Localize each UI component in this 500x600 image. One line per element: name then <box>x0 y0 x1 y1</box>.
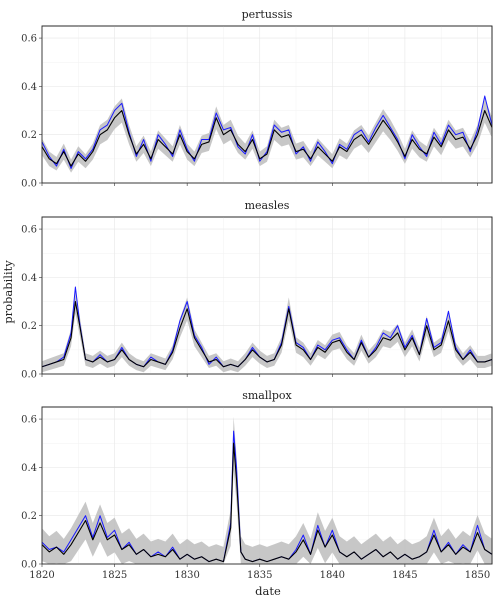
panel-pertussis: pertussis 0.0 0.2 0.4 0.6 <box>21 8 493 190</box>
panels-layer: pertussis 0.0 0.2 0.4 0.6 measles 0.0 0.2 0.4 0.6… <box>21 8 493 581</box>
y-axis-title: probability <box>1 260 15 324</box>
y-tick-label: 0.6 <box>21 34 37 45</box>
confidence-band <box>42 289 492 373</box>
x-tick-label: 1845 <box>392 570 417 581</box>
x-tick-label: 1830 <box>174 570 199 581</box>
y-tick-label: 0.2 <box>21 321 37 332</box>
panel-strip-label: measles <box>245 199 290 212</box>
y-tick-label: 0.0 <box>21 179 37 190</box>
y-tick-label: 0.2 <box>21 130 37 141</box>
x-tick-label: 1835 <box>247 570 272 581</box>
y-tick-label: 0.4 <box>21 82 37 93</box>
panel-measles: measles 0.0 0.2 0.4 0.6 <box>21 199 493 381</box>
x-tick-label: 1850 <box>465 570 490 581</box>
confidence-band <box>42 416 492 564</box>
y-tick-label: 0.0 <box>21 560 37 571</box>
observed-line <box>41 95 493 170</box>
fitted-line <box>41 442 493 563</box>
y-tick-label: 0.2 <box>21 511 37 522</box>
panel-frame <box>41 216 493 375</box>
y-tick-label: 0.6 <box>21 225 37 236</box>
x-tick-label: 1840 <box>320 570 345 581</box>
panel-strip-label: pertussis <box>242 8 293 21</box>
confidence-band <box>42 98 492 173</box>
y-tick-label: 0.6 <box>21 415 37 426</box>
panel-smallpox: smallpox 0.0 0.2 0.4 0.6 1820 1825 1830 1835 1840… <box>21 389 493 581</box>
panel-border <box>41 216 493 375</box>
y-tick-label: 0.4 <box>21 463 37 474</box>
x-tick-label: 1825 <box>102 570 127 581</box>
x-axis-title: date <box>255 584 281 598</box>
panel-border <box>41 406 493 565</box>
y-tick-label: 0.4 <box>21 273 37 284</box>
fitted-line <box>41 109 493 167</box>
y-tick-label: 0.0 <box>21 370 37 381</box>
panel-strip-label: smallpox <box>242 389 292 402</box>
fitted-line <box>41 300 493 368</box>
x-tick-label: 1820 <box>29 570 54 581</box>
panel-border <box>41 25 493 184</box>
